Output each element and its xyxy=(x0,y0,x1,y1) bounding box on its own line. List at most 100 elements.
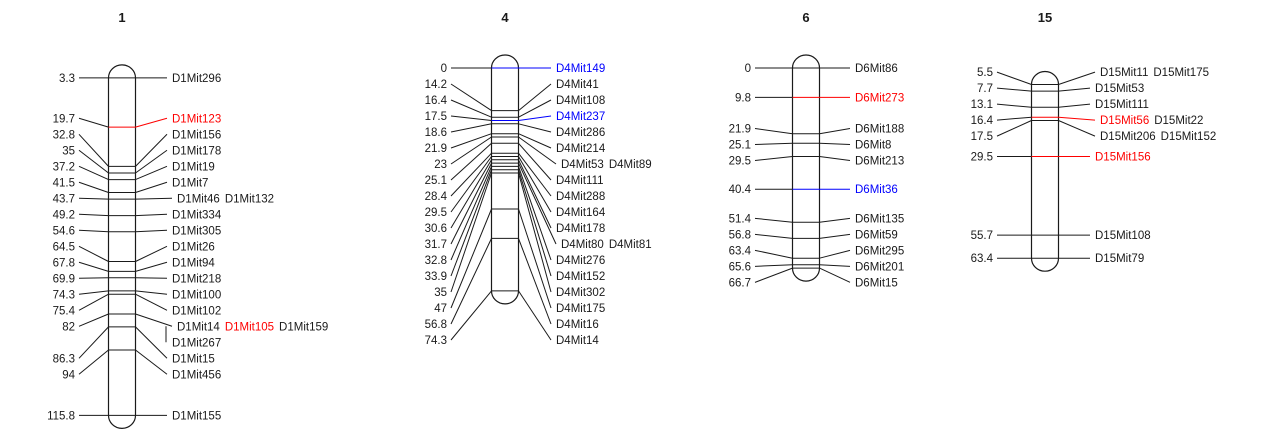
marker-position-label: 37.2 xyxy=(53,161,75,173)
marker-name-label: D1Mit100 xyxy=(172,289,221,301)
marker-position-label: 28.4 xyxy=(425,191,448,203)
marker-position-label: 14.2 xyxy=(425,79,447,91)
marker-position-label: 17.5 xyxy=(425,111,447,123)
marker-position-label: 64.5 xyxy=(53,241,75,253)
marker-position-label: 86.3 xyxy=(53,353,75,365)
marker-connector-right xyxy=(135,261,168,272)
marker-position-label: 69.9 xyxy=(53,273,75,285)
marker-name-label: D1Mit14 D1Mit105 D1Mit159 xyxy=(177,321,328,333)
marker-position-label: 94 xyxy=(62,369,75,381)
marker-name-label: D6Mit8 xyxy=(855,140,891,152)
marker-connector-left xyxy=(78,229,109,233)
marker-connector-left xyxy=(450,142,492,181)
marker-position-label: 29.5 xyxy=(425,207,447,219)
marker-connector-left xyxy=(78,293,109,311)
chromosome-4: 4 0 D4Mit149 14.2 D4Mit41 16.4 D4Mit108 17.5 D4M… xyxy=(425,10,652,347)
marker-connector-left xyxy=(78,133,109,167)
marker-name-label: D6Mit59 xyxy=(855,229,898,241)
marker-connector-right xyxy=(135,245,168,262)
marker-connector-left xyxy=(754,156,793,161)
marker-connector-right xyxy=(135,293,168,311)
marker-position-label: 13.1 xyxy=(971,99,993,111)
marker-name-label: D4Mit41 xyxy=(556,79,599,91)
marker-connector-right xyxy=(135,197,173,200)
marker-connector-right xyxy=(819,156,851,161)
marker-connector-right xyxy=(819,264,851,267)
marker-connector-right xyxy=(518,83,552,111)
marker-connector-left xyxy=(78,245,109,262)
marker-connector-left xyxy=(450,172,492,293)
marker-name-label: D6Mit213 xyxy=(855,156,904,168)
marker-connector-left xyxy=(78,213,109,217)
marker-name-label: D15Mit111 xyxy=(1095,99,1149,111)
marker-connector-right xyxy=(135,181,168,193)
marker-position-label: 0 xyxy=(745,63,751,75)
marker-position-label: 32.8 xyxy=(53,129,75,141)
marker-name-label: D6Mit135 xyxy=(855,213,904,225)
marker-name-label: D4Mit164 xyxy=(556,207,606,219)
marker-connector-left xyxy=(450,115,492,121)
marker-position-label: 3.3 xyxy=(59,73,75,85)
marker-connector-left xyxy=(450,238,492,325)
marker-connector-right xyxy=(135,213,168,217)
marker-connector-right xyxy=(518,156,552,213)
marker-connector-left xyxy=(450,136,492,165)
marker-name-label: D4Mit276 xyxy=(556,255,605,267)
marker-position-label: 5.5 xyxy=(977,67,993,79)
marker-connector-left xyxy=(450,169,492,277)
marker-position-label: 21.9 xyxy=(729,124,751,136)
marker-connector-left xyxy=(78,197,109,200)
marker-name-label: D1Mit19 xyxy=(172,161,215,173)
marker-name-label: D1Mit46 D1Mit132 xyxy=(177,193,274,205)
marker-name-label: D1Mit7 xyxy=(172,177,208,189)
marker-connector-right xyxy=(819,249,851,259)
marker-connector-right xyxy=(518,169,552,277)
marker-name-label: D4Mit111 xyxy=(556,175,604,187)
marker-position-label: 115.8 xyxy=(47,410,75,422)
marker-connector-right xyxy=(518,136,557,165)
marker-connector-left xyxy=(754,233,793,239)
marker-name-label: D4Mit302 xyxy=(556,287,605,299)
marker-position-label: 40.4 xyxy=(729,184,752,196)
chromosome-6-capsule xyxy=(791,54,821,282)
marker-name-label: D1Mit102 xyxy=(172,305,221,317)
marker-position-label: 41.5 xyxy=(53,177,75,189)
marker-name-label: D1Mit155 xyxy=(172,410,221,422)
marker-name-label: D6Mit201 xyxy=(855,261,904,273)
marker-name-label: D4Mit288 xyxy=(556,191,605,203)
marker-name-label: D1Mit456 xyxy=(172,369,221,381)
marker-connector-left xyxy=(450,162,492,245)
marker-position-label: 23 xyxy=(434,159,447,171)
marker-connector-right xyxy=(518,166,552,261)
marker-position-label: 82 xyxy=(62,321,75,333)
marker-name-label: D1Mit94 xyxy=(172,257,215,269)
marker-position-label: 32.8 xyxy=(425,255,447,267)
chromosome-6: 6 0 D6Mit86 9.8 D6Mit273 21.9 D6Mit188 25.1 D6Mi… xyxy=(729,10,905,289)
marker-name-label: D1Mit267 xyxy=(172,337,221,349)
marker-connector-left xyxy=(754,264,793,267)
marker-position-label: 16.4 xyxy=(425,95,448,107)
marker-connector-right xyxy=(819,267,851,283)
chromosome-15-title: 15 xyxy=(1038,10,1052,25)
chromosome-1-title: 1 xyxy=(118,10,125,25)
marker-position-label: 51.4 xyxy=(729,213,752,225)
marker-name-label: D1Mit15 xyxy=(172,353,215,365)
marker-connector-left xyxy=(78,326,109,359)
marker-position-label: 56.8 xyxy=(729,229,751,241)
marker-connector-right xyxy=(819,217,851,223)
marker-connector-right xyxy=(135,149,168,174)
marker-name-label: D4Mit14 xyxy=(556,335,599,347)
marker-position-label: 33.9 xyxy=(425,271,447,283)
marker-connector-left xyxy=(754,267,793,283)
marker-connector-left xyxy=(450,156,492,213)
marker-position-label: 74.3 xyxy=(53,289,75,301)
marker-connector-right xyxy=(518,162,557,245)
marker-connector-left xyxy=(996,87,1032,92)
marker-name-label: D1Mit123 xyxy=(172,113,221,125)
marker-position-label: 63.4 xyxy=(971,253,994,265)
marker-position-label: 66.7 xyxy=(729,277,751,289)
marker-connector-right xyxy=(518,152,552,197)
marker-connector-left xyxy=(754,128,793,135)
marker-name-label: D15Mit206 D15Mit152 xyxy=(1100,131,1216,143)
